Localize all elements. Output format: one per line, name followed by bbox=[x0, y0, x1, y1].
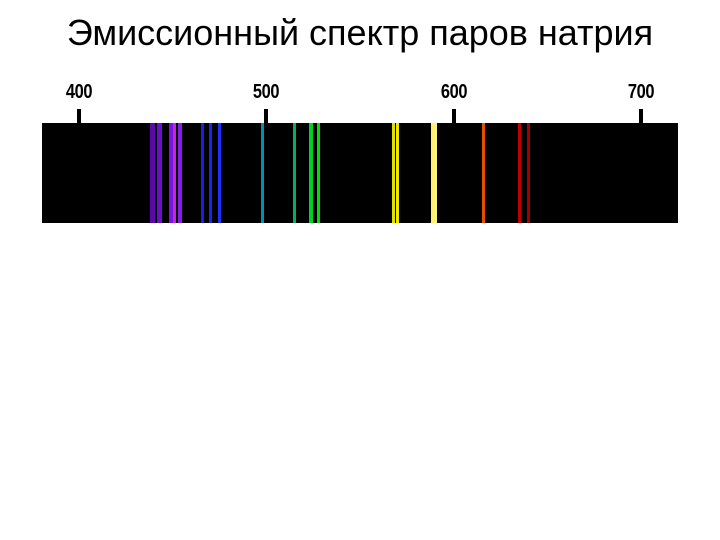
emission-line bbox=[392, 123, 395, 223]
emission-line bbox=[396, 123, 399, 223]
emission-line bbox=[309, 123, 313, 223]
page-title: Эмиссионный спектр паров натрия bbox=[0, 12, 720, 53]
emission-line bbox=[178, 123, 182, 223]
axis-label: 500 bbox=[253, 81, 279, 104]
emission-line bbox=[293, 123, 296, 223]
axis-tick bbox=[452, 109, 456, 123]
emission-line bbox=[157, 123, 162, 223]
emission-line bbox=[150, 123, 155, 223]
axis-label: 700 bbox=[628, 81, 654, 104]
axis-label: 600 bbox=[440, 81, 466, 104]
emission-line bbox=[527, 123, 530, 223]
axis-tick bbox=[264, 109, 268, 123]
emission-line bbox=[317, 123, 320, 223]
emission-line bbox=[518, 123, 521, 223]
emission-line bbox=[201, 123, 204, 223]
emission-line bbox=[173, 123, 176, 223]
axis-tick bbox=[639, 109, 643, 123]
emission-line bbox=[482, 123, 485, 223]
spectrum-strip bbox=[42, 123, 678, 223]
axis-label: 400 bbox=[66, 81, 92, 104]
emission-line bbox=[218, 123, 221, 223]
axis-tick bbox=[77, 109, 81, 123]
spectrum-figure: 400 500 600 700 bbox=[42, 81, 678, 223]
emission-line bbox=[261, 123, 264, 223]
emission-line bbox=[209, 123, 212, 223]
wavelength-axis: 400 500 600 700 bbox=[42, 81, 678, 123]
emission-line bbox=[433, 123, 437, 223]
